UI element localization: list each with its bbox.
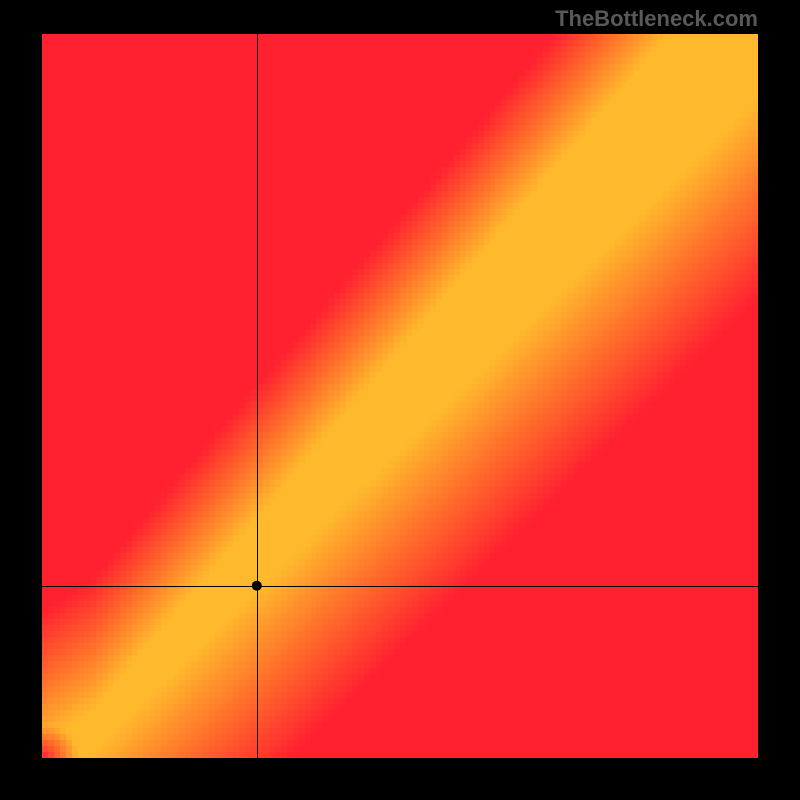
- bottleneck-heatmap: [42, 34, 758, 758]
- chart-container: TheBottleneck.com: [0, 0, 800, 800]
- watermark-text: TheBottleneck.com: [555, 6, 758, 32]
